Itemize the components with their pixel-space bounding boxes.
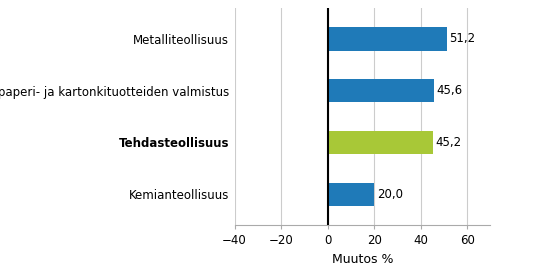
Bar xyxy=(328,131,433,154)
Bar xyxy=(328,27,447,51)
Text: 45,6: 45,6 xyxy=(437,84,463,97)
X-axis label: Muutos %: Muutos % xyxy=(332,253,393,265)
Bar xyxy=(328,183,374,206)
Text: 51,2: 51,2 xyxy=(449,33,475,46)
Text: 20,0: 20,0 xyxy=(377,188,403,201)
Bar xyxy=(328,79,434,102)
Text: 45,2: 45,2 xyxy=(435,136,462,149)
